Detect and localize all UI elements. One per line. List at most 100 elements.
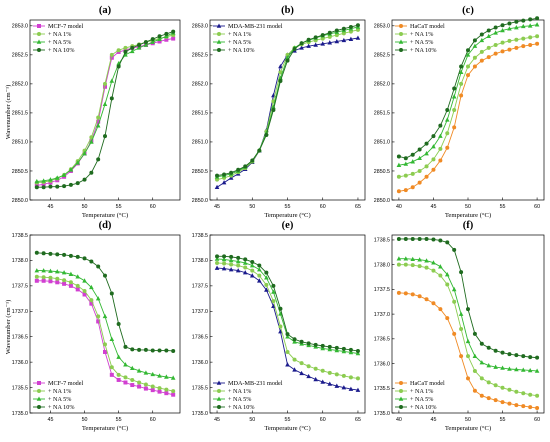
data-point-a-0 (164, 37, 169, 42)
y-tick-label-f: 1735.0 (374, 411, 390, 417)
y-tick-label-d: 1738.0 (12, 258, 28, 264)
data-point-e-3 (313, 342, 318, 347)
data-point-e-3 (320, 343, 325, 348)
data-point-e-0 (249, 273, 255, 278)
data-point-d-3 (157, 348, 162, 353)
data-point-a-3 (143, 40, 148, 45)
data-point-a-0 (96, 119, 101, 124)
data-point-c-0 (396, 189, 401, 194)
data-point-c-1 (514, 37, 519, 42)
y-tick-label-a: 2850.5 (12, 169, 28, 175)
data-point-a-3 (150, 37, 155, 42)
data-point-e-3 (271, 283, 276, 288)
data-point-a-3 (68, 182, 73, 187)
data-point-e-0 (355, 387, 361, 392)
x-tick-label-a: 60 (150, 204, 156, 210)
panel-title-d: (d) (99, 220, 112, 231)
data-point-e-1 (355, 376, 360, 381)
data-point-d-2 (150, 371, 156, 377)
data-point-f-3 (479, 341, 484, 346)
data-point-f-3 (528, 355, 533, 360)
data-point-f-1 (466, 354, 470, 359)
y-axis-label-bottom: Wavenumber (cm⁻¹) (5, 300, 12, 355)
data-point-a-3 (55, 184, 60, 189)
data-point-a-0 (41, 182, 46, 187)
data-point-f-0 (459, 354, 464, 359)
data-point-f-1 (507, 387, 512, 392)
data-point-f-0 (507, 401, 512, 406)
data-point-a-1 (103, 81, 107, 86)
data-point-c-1 (431, 157, 436, 162)
data-point-d-1 (82, 288, 87, 293)
data-point-f-1 (417, 264, 422, 269)
y-tick-label-b: 2851.5 (192, 111, 208, 117)
data-point-c-1 (410, 171, 415, 176)
data-point-d-2 (164, 374, 169, 379)
data-point-d-3 (103, 273, 107, 278)
data-point-b-0 (278, 63, 283, 69)
y-tick-label-f: 1738.0 (374, 262, 390, 268)
data-point-f-2 (417, 257, 422, 262)
data-point-f-3 (438, 238, 443, 243)
legend-label-e: + NA 5% (228, 396, 251, 403)
data-point-b-3 (306, 37, 311, 42)
data-point-d-0 (62, 281, 67, 286)
data-point-c-2 (500, 27, 505, 33)
data-point-d-1 (116, 372, 121, 377)
y-tick-label-b: 2850.0 (192, 198, 208, 204)
data-point-c-1 (507, 38, 512, 43)
y-tick-label-a: 2851.0 (12, 140, 28, 146)
series-d-2 (34, 268, 176, 380)
data-point-e-0 (306, 373, 311, 379)
data-point-a-3 (103, 134, 107, 139)
x-axis-label-e: Temperature (°C) (264, 425, 310, 432)
data-point-c-0 (417, 180, 422, 185)
data-point-a-1 (89, 135, 94, 140)
data-point-b-3 (285, 58, 290, 63)
legend-marker-e (216, 396, 222, 401)
data-point-d-0 (34, 278, 39, 283)
x-axis-label-a: Temperature (°C) (82, 212, 128, 219)
legend-marker-f (399, 405, 403, 409)
data-point-c-2 (520, 23, 526, 29)
y-tick-label-c: 2850.5 (374, 169, 390, 175)
data-point-a-3 (89, 170, 94, 175)
data-point-c-2 (534, 22, 540, 27)
data-point-a-2 (95, 123, 101, 128)
data-point-a-0 (103, 84, 107, 89)
data-point-d-3 (62, 252, 67, 257)
data-point-f-1 (514, 389, 519, 394)
data-point-f-3 (410, 236, 415, 241)
data-point-b-1 (334, 33, 339, 38)
data-point-d-0 (123, 380, 128, 385)
data-point-d-0 (103, 349, 107, 354)
data-point-e-0 (214, 265, 220, 270)
data-point-c-3 (472, 38, 477, 43)
y-tick-label-a: 2851.5 (12, 111, 28, 117)
data-point-d-1 (137, 380, 142, 385)
legend-marker-d (36, 396, 42, 401)
data-point-d-2 (41, 268, 46, 273)
x-axis-label-b: Temperature (°C) (264, 212, 310, 219)
panel-title-c: (c) (462, 5, 474, 16)
data-point-b-0 (334, 38, 340, 44)
panel-e: (e) 45 50 55 60 65 1735.0 1735.5 1736.0 1736.5 173… (192, 220, 366, 432)
data-point-f-2 (534, 368, 540, 373)
series-f-2 (396, 256, 540, 373)
x-tick-label-b: 60 (320, 204, 326, 210)
legend-label-f: + NA 1% (410, 388, 433, 395)
data-point-e-2 (341, 348, 347, 354)
data-point-f-2 (500, 365, 505, 370)
data-point-c-3 (431, 134, 436, 139)
data-point-e-3 (355, 348, 360, 353)
data-point-a-3 (34, 185, 39, 190)
data-point-b-3 (334, 28, 339, 33)
data-point-f-0 (396, 290, 401, 295)
data-point-b-0 (320, 41, 326, 46)
x-tick-label-e: 65 (355, 417, 361, 423)
data-point-c-2 (486, 33, 492, 39)
data-point-f-3 (521, 354, 526, 359)
legend-label-f: + NA 10% (410, 404, 437, 411)
legend-label-a: + NA 1% (48, 31, 71, 38)
